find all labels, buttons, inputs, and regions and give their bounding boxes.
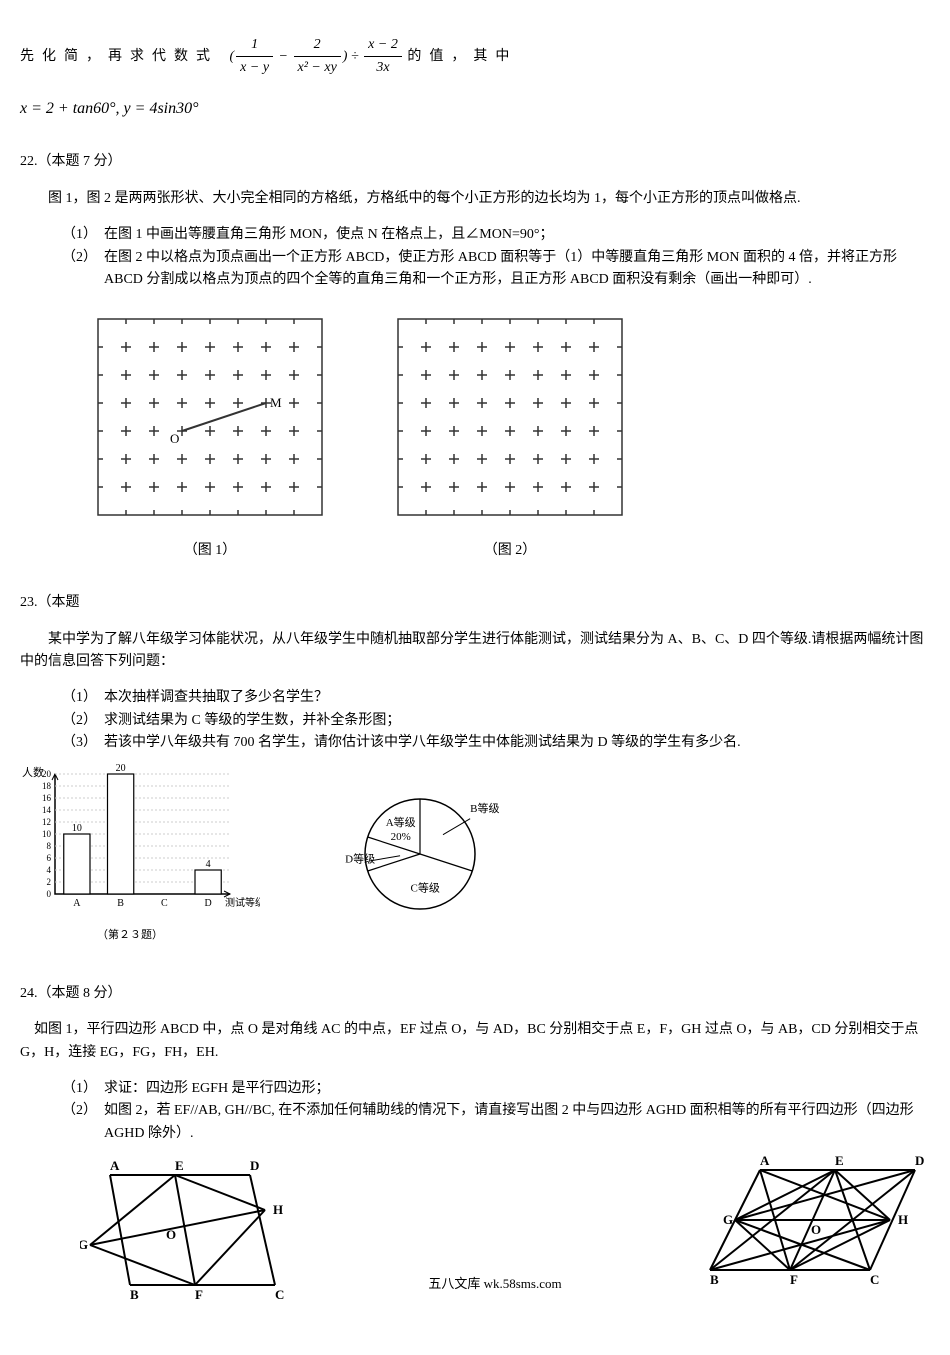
svg-text:16: 16 (42, 793, 52, 803)
svg-text:12: 12 (42, 817, 51, 827)
q22-figures: OM （图 1） （图 2） (80, 301, 930, 562)
svg-text:20: 20 (116, 764, 126, 774)
svg-text:B: B (117, 898, 124, 909)
q24-header: 24.（本题 8 分） (20, 983, 930, 1005)
pie-chart-container: A等级 20% B等级 C等级 D等级 (320, 769, 520, 947)
q24-intro: 如图 1，平行四边形 ABCD 中，点 O 是对角线 AC 的中点，EF 过点 … (20, 1019, 930, 1064)
svg-text:6: 6 (47, 853, 52, 863)
svg-text:20: 20 (42, 769, 52, 779)
svg-text:8: 8 (47, 841, 52, 851)
svg-text:测试等级: 测试等级 (225, 896, 260, 909)
grid-figure-2 (380, 301, 640, 531)
question-23: 23.（本题 某中学为了解八年级学习体能状况，从八年级学生中随机抽取部分学生进行… (20, 592, 930, 953)
svg-text:E: E (175, 1158, 184, 1173)
svg-text:14: 14 (42, 805, 52, 815)
svg-text:B: B (710, 1272, 719, 1287)
q22-fig2: （图 2） (380, 301, 640, 562)
svg-text:O: O (170, 431, 179, 446)
q22-intro: 图 1，图 2 是两两张形状、大小完全相同的方格纸，方格纸中的每个小正方形的边长… (20, 188, 930, 210)
q24-item1: （1） 求证：四边形 EGFH 是平行四边形； (62, 1078, 930, 1100)
svg-text:A: A (760, 1155, 770, 1168)
q22-fig1: OM （图 1） (80, 301, 340, 562)
q23-charts: 人数 2 4 6 8 10 12 14 16 18 20 0 10 A 20 B C 4 D 测试等级 （第２３题） A… (20, 764, 930, 952)
svg-text:H: H (273, 1202, 283, 1217)
svg-text:4: 4 (47, 865, 52, 875)
question-22: 22.（本题 7 分） 图 1，图 2 是两两张形状、大小完全相同的方格纸，方格… (20, 151, 930, 562)
q23-item1: （1） 本次抽样调查共抽取了多少名学生？ (62, 687, 930, 709)
svg-text:A: A (73, 898, 81, 909)
svg-text:O: O (166, 1227, 176, 1242)
svg-text:（第２３题）: （第２３题） (97, 927, 163, 941)
q23-item3: （3） 若该中学八年级共有 700 名学生，请你估计该中学八年级学生中体能测试结… (62, 732, 930, 754)
fig2-label: （图 2） (380, 540, 640, 562)
q21-expression: 先化简，再求代数式 (1x − y − 2x² − xy) ÷ x − 23x … (20, 34, 930, 80)
svg-text:O: O (811, 1222, 821, 1237)
svg-text:B等级: B等级 (470, 802, 499, 816)
svg-text:20%: 20% (391, 831, 411, 843)
q21-prefix: 先化简，再求代数式 (20, 49, 218, 64)
q22-item2: （2） 在图 2 中以格点为顶点画出一个正方形 ABCD，使正方形 ABCD 面… (62, 247, 930, 292)
svg-text:B: B (130, 1287, 139, 1302)
geometry-figure-2: A E D G O H B F C (700, 1155, 930, 1290)
q22-header: 22.（本题 7 分） (20, 151, 930, 173)
fig1-label: （图 1） (80, 540, 340, 562)
svg-text:D: D (915, 1155, 924, 1168)
svg-text:A: A (110, 1158, 120, 1173)
svg-text:D: D (250, 1158, 259, 1173)
svg-text:C: C (275, 1287, 284, 1302)
svg-text:C: C (870, 1272, 879, 1287)
q23-header: 23.（本题 (20, 592, 930, 614)
svg-text:18: 18 (42, 781, 52, 791)
grid-figure-1: OM (80, 301, 340, 531)
q23-item2: （2） 求测试结果为 C 等级的学生数，并补全条形图； (62, 710, 930, 732)
question-21: 先化简，再求代数式 (1x − y − 2x² − xy) ÷ x − 23x … (20, 34, 930, 121)
svg-text:C等级: C等级 (411, 881, 440, 895)
svg-text:2: 2 (47, 877, 52, 887)
svg-text:D: D (205, 898, 212, 909)
svg-text:G: G (723, 1212, 733, 1227)
q24-figures: A E D G O H B F C 五八文库 wk.58sms.com A E D G O H B F C (20, 1155, 930, 1305)
q24-item2: （2） 如图 2，若 EF//AB, GH//BC, 在不添加任何辅助线的情况下… (62, 1100, 930, 1145)
q21-values: x = 2 + tan60°, y = 4sin30° (20, 96, 930, 122)
bar-chart-container: 人数 2 4 6 8 10 12 14 16 18 20 0 10 A 20 B C 4 D 测试等级 （第２３题） (20, 764, 260, 952)
svg-text:G: G (80, 1237, 88, 1252)
question-24: 24.（本题 8 分） 如图 1，平行四边形 ABCD 中，点 O 是对角线 A… (20, 983, 930, 1305)
svg-text:10: 10 (42, 829, 52, 839)
svg-text:10: 10 (72, 823, 82, 834)
svg-text:A等级: A等级 (386, 815, 416, 829)
q21-suffix: 的值，其中 (407, 49, 517, 64)
bar-chart: 人数 2 4 6 8 10 12 14 16 18 20 0 10 A 20 B C 4 D 测试等级 （第２３题） (20, 764, 260, 944)
svg-text:M: M (270, 395, 282, 410)
svg-text:F: F (195, 1287, 203, 1302)
svg-text:D等级: D等级 (345, 852, 375, 866)
page-footer: 五八文库 wk.58sms.com (428, 1274, 561, 1295)
svg-text:H: H (898, 1212, 908, 1227)
svg-text:E: E (835, 1155, 844, 1168)
svg-text:0: 0 (47, 889, 52, 899)
svg-text:4: 4 (206, 859, 211, 870)
geometry-figure-1: A E D G O H B F C (80, 1155, 290, 1305)
svg-text:F: F (790, 1272, 798, 1287)
svg-text:人数: 人数 (22, 766, 44, 779)
svg-text:C: C (161, 898, 168, 909)
pie-chart: A等级 20% B等级 C等级 D等级 (320, 769, 520, 939)
q23-intro: 某中学为了解八年级学习体能状况，从八年级学生中随机抽取部分学生进行体能测试，测试… (20, 629, 930, 674)
q22-item1: （1） 在图 1 中画出等腰直角三角形 MON，使点 N 在格点上，且∠MON=… (62, 224, 930, 246)
